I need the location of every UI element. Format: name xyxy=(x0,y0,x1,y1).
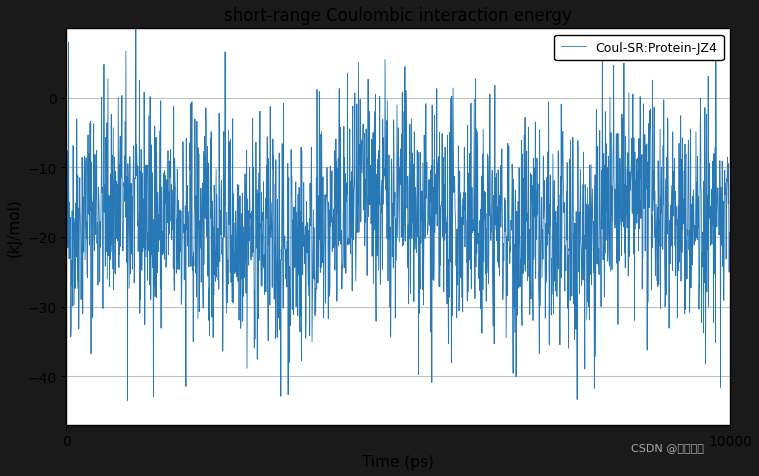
Legend: Coul-SR:Protein-JZ4: Coul-SR:Protein-JZ4 xyxy=(555,35,724,61)
Line: Coul-SR:Protein-JZ4: Coul-SR:Protein-JZ4 xyxy=(67,0,730,401)
Text: CSDN @波波萝宝: CSDN @波波萝宝 xyxy=(631,443,704,452)
Coul-SR:Protein-JZ4 xyxy=(309,276,318,282)
Coul-SR:Protein-JZ4 xyxy=(609,141,618,147)
Coul-SR:Protein-JZ4 xyxy=(123,398,132,404)
Coul-SR:Protein-JZ4 xyxy=(98,185,107,191)
Coul-SR:Protein-JZ4 xyxy=(726,258,735,264)
Coul-SR:Protein-JZ4 xyxy=(77,255,86,260)
Coul-SR:Protein-JZ4 xyxy=(62,207,71,213)
Coul-SR:Protein-JZ4 xyxy=(121,215,130,220)
Y-axis label: (kJ/mol): (kJ/mol) xyxy=(7,198,22,257)
Coul-SR:Protein-JZ4 xyxy=(461,218,471,224)
X-axis label: Time (ps): Time (ps) xyxy=(362,454,434,469)
Title: short-range Coulombic interaction energy: short-range Coulombic interaction energy xyxy=(225,7,572,25)
